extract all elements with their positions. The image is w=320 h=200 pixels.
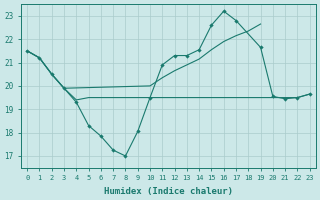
X-axis label: Humidex (Indice chaleur): Humidex (Indice chaleur) bbox=[104, 187, 233, 196]
